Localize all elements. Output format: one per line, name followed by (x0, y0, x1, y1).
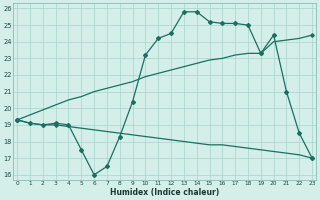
X-axis label: Humidex (Indice chaleur): Humidex (Indice chaleur) (110, 188, 219, 197)
